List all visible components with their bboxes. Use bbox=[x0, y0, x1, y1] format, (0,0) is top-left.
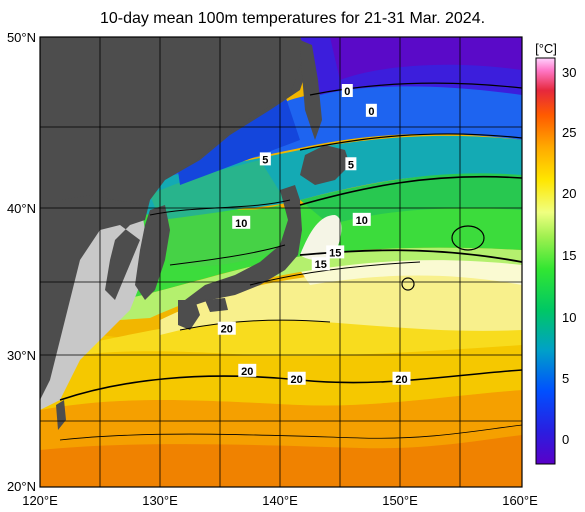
contour-label-bg bbox=[217, 321, 236, 335]
colorbar-tick-10: 10 bbox=[562, 310, 576, 325]
lon-label-120: 120°E bbox=[22, 493, 58, 508]
lat-label-40: 40°N bbox=[7, 201, 36, 216]
colorbar-tick-25: 25 bbox=[562, 125, 576, 140]
contour-label-bg bbox=[341, 84, 353, 97]
contour-label: 5 bbox=[348, 159, 354, 171]
colorbar-ticks: 30 25 20 15 10 5 0 bbox=[562, 65, 576, 447]
contour-label: 0 bbox=[344, 86, 350, 98]
contour-label-bg bbox=[352, 212, 371, 226]
contour-label: 10 bbox=[356, 215, 368, 227]
contour-label: 10 bbox=[235, 218, 247, 230]
colorbar-unit: [°C] bbox=[535, 41, 557, 56]
lat-label-20: 20°N bbox=[7, 479, 36, 494]
contour-label-bg bbox=[311, 257, 330, 271]
contour-label: 20 bbox=[221, 324, 233, 336]
colorbar-tick-20: 20 bbox=[562, 186, 576, 201]
colorbar bbox=[535, 57, 556, 465]
lat-label-30: 30°N bbox=[7, 348, 36, 363]
contour-label-bg bbox=[287, 371, 306, 385]
contour-label-bg bbox=[365, 103, 377, 117]
land-masses bbox=[40, 37, 350, 430]
contour-label: 15 bbox=[329, 247, 341, 259]
contour-label-bg bbox=[392, 371, 411, 385]
contour-label-bg bbox=[238, 363, 257, 377]
lon-label-140: 140°E bbox=[262, 493, 298, 508]
colorbar-tick-30: 30 bbox=[562, 65, 576, 80]
contour-label-bg bbox=[232, 215, 251, 229]
colorbar-tick-15: 15 bbox=[562, 248, 576, 263]
contour-label: 15 bbox=[315, 259, 327, 271]
colorbar-tick-0: 0 bbox=[562, 432, 569, 447]
contour-label: 20 bbox=[395, 374, 407, 386]
contour-label: 20 bbox=[291, 374, 303, 386]
contour-label-bg bbox=[326, 245, 345, 259]
contour-label-bg bbox=[345, 157, 357, 171]
contour-label-bg bbox=[259, 152, 271, 166]
map-title: 10-day mean 100m temperatures for 21-31 … bbox=[99, 10, 486, 27]
lat-label-50: 50°N bbox=[7, 30, 36, 45]
contour-label: 5 bbox=[262, 154, 268, 166]
colorbar-tick-5: 5 bbox=[562, 371, 569, 386]
lon-label-150: 150°E bbox=[382, 493, 418, 508]
contour-label: 20 bbox=[241, 366, 253, 378]
lat-lon-grid bbox=[39, 36, 523, 488]
contour-label: 0 bbox=[368, 106, 374, 118]
lon-label-130: 130°E bbox=[142, 493, 178, 508]
lon-label-160: 160°E bbox=[502, 493, 538, 508]
